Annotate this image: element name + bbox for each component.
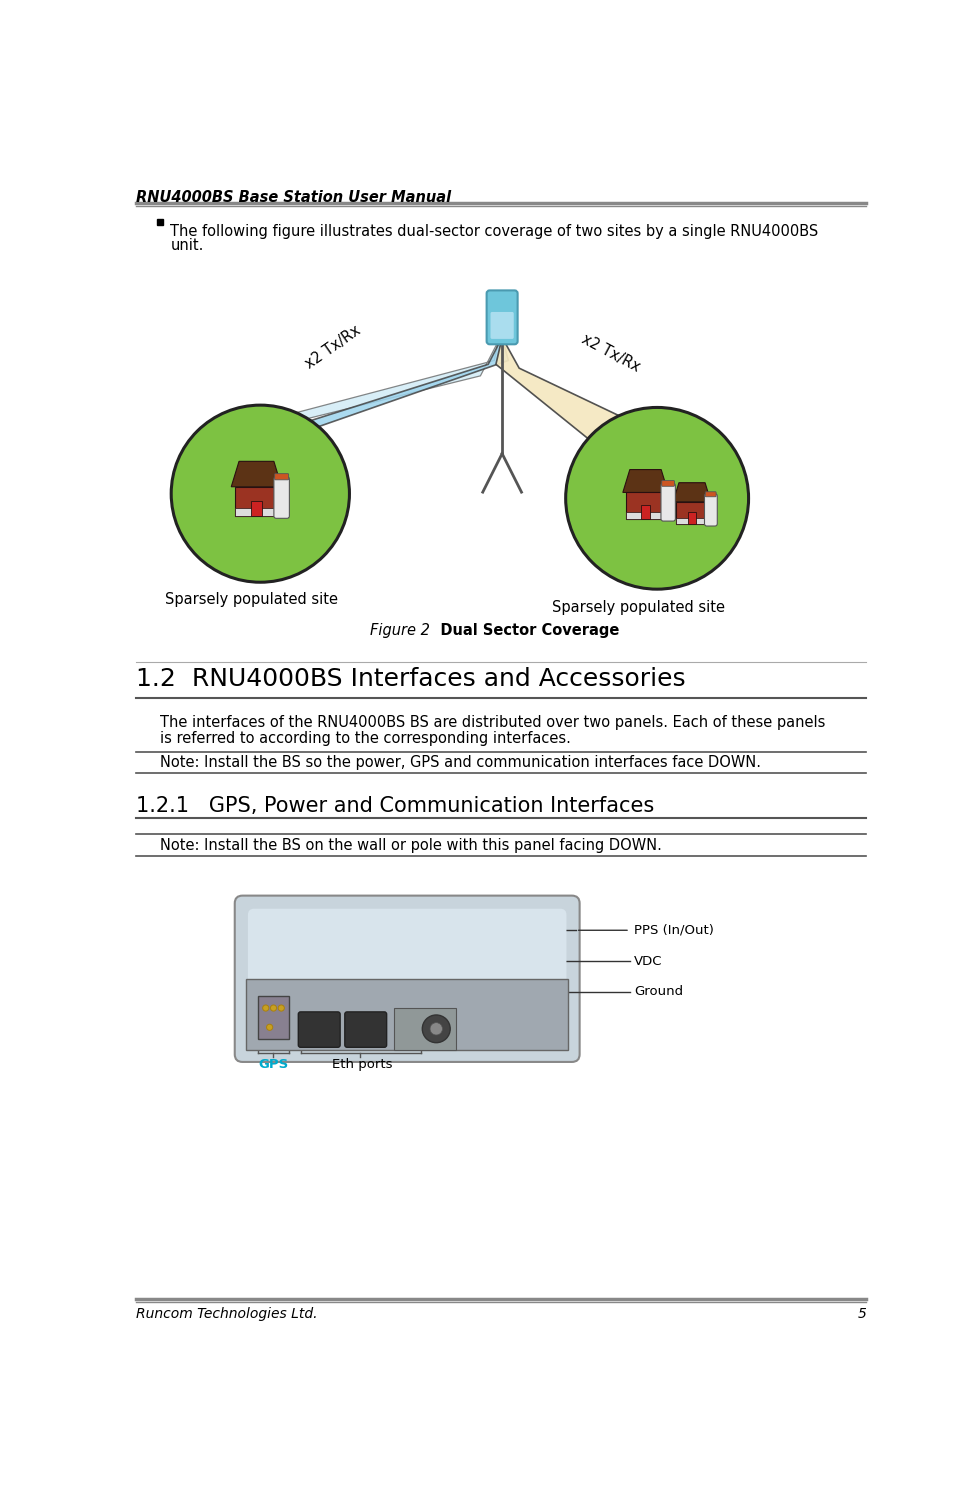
Polygon shape: [673, 483, 710, 501]
Text: VDC: VDC: [633, 954, 662, 968]
FancyBboxPatch shape: [247, 908, 566, 984]
Text: Note: Install the BS so the power, GPS and communication interfaces face DOWN.: Note: Install the BS so the power, GPS a…: [159, 755, 760, 770]
Text: 5: 5: [857, 1308, 866, 1321]
Circle shape: [422, 1014, 450, 1043]
FancyBboxPatch shape: [676, 518, 707, 524]
Text: x2 Tx/Rx: x2 Tx/Rx: [302, 323, 363, 373]
Text: 1.2.1   GPS, Power and Communication Interfaces: 1.2.1 GPS, Power and Communication Inter…: [136, 796, 654, 817]
Circle shape: [171, 405, 349, 582]
Text: Sparsely populated site: Sparsely populated site: [165, 592, 337, 607]
Circle shape: [270, 1005, 277, 1011]
FancyBboxPatch shape: [704, 494, 717, 527]
FancyBboxPatch shape: [661, 480, 674, 486]
Text: Runcom Technologies Ltd.: Runcom Technologies Ltd.: [136, 1308, 318, 1321]
Text: Eth ports: Eth ports: [333, 1058, 392, 1071]
Text: GPS: GPS: [258, 1058, 289, 1071]
Text: Ground: Ground: [633, 986, 683, 998]
FancyBboxPatch shape: [626, 492, 664, 519]
Polygon shape: [213, 338, 508, 452]
Circle shape: [278, 1005, 284, 1011]
FancyBboxPatch shape: [298, 1011, 339, 1047]
FancyBboxPatch shape: [676, 501, 707, 524]
Text: RNU4000BS Base Station User Manual: RNU4000BS Base Station User Manual: [136, 190, 451, 205]
FancyBboxPatch shape: [250, 501, 261, 516]
Text: PPS (In/Out): PPS (In/Out): [633, 923, 713, 936]
FancyBboxPatch shape: [274, 477, 289, 518]
Polygon shape: [191, 341, 498, 447]
Text: is referred to according to the corresponding interfaces.: is referred to according to the correspo…: [159, 732, 570, 747]
FancyBboxPatch shape: [344, 1011, 386, 1047]
Text: Sparsely populated site: Sparsely populated site: [552, 600, 725, 615]
FancyBboxPatch shape: [688, 512, 695, 524]
Text: Dual Sector Coverage: Dual Sector Coverage: [424, 622, 618, 637]
Polygon shape: [622, 470, 668, 492]
Text: 1.2  RNU4000BS Interfaces and Accessories: 1.2 RNU4000BS Interfaces and Accessories: [136, 667, 686, 691]
Polygon shape: [496, 338, 703, 456]
FancyBboxPatch shape: [660, 483, 675, 521]
Text: unit.: unit.: [170, 238, 203, 253]
Circle shape: [429, 1023, 442, 1035]
FancyBboxPatch shape: [258, 996, 289, 1038]
Circle shape: [565, 407, 748, 589]
FancyBboxPatch shape: [704, 492, 715, 497]
FancyBboxPatch shape: [246, 978, 567, 1050]
Polygon shape: [231, 461, 282, 486]
Text: Note: Install the BS on the wall or pole with this panel facing DOWN.: Note: Install the BS on the wall or pole…: [159, 838, 661, 853]
FancyBboxPatch shape: [235, 486, 278, 516]
FancyBboxPatch shape: [490, 313, 513, 340]
Circle shape: [266, 1025, 273, 1031]
FancyBboxPatch shape: [393, 1008, 455, 1050]
FancyBboxPatch shape: [486, 290, 517, 344]
Circle shape: [262, 1005, 269, 1011]
Text: Figure 2: Figure 2: [370, 622, 429, 637]
FancyBboxPatch shape: [626, 512, 664, 519]
FancyBboxPatch shape: [235, 896, 579, 1062]
FancyBboxPatch shape: [235, 509, 278, 516]
Text: The interfaces of the RNU4000BS BS are distributed over two panels. Each of thes: The interfaces of the RNU4000BS BS are d…: [159, 715, 824, 730]
Text: x2 Tx/Rx: x2 Tx/Rx: [578, 332, 642, 375]
Text: The following figure illustrates dual-sector coverage of two sites by a single R: The following figure illustrates dual-se…: [170, 224, 818, 239]
FancyBboxPatch shape: [640, 506, 649, 519]
FancyBboxPatch shape: [275, 474, 289, 480]
